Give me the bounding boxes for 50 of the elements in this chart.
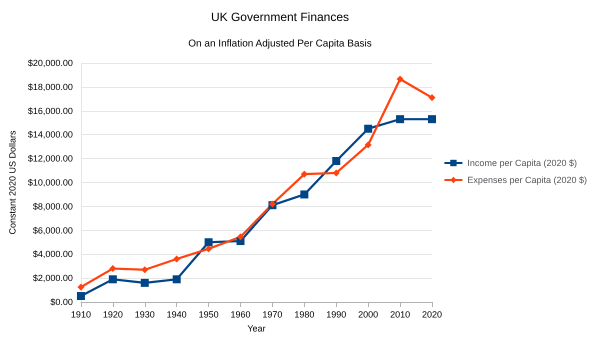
y-tick-label: $0.00: [50, 297, 73, 307]
y-tick-label: $4,000.00: [32, 249, 73, 260]
point: [205, 245, 212, 252]
point: [109, 265, 116, 272]
point: [396, 76, 404, 83]
point: [396, 115, 404, 124]
y-tick-label: $18,000.00: [28, 82, 73, 92]
y-axis-title: Constant 2020 US Dollars: [8, 130, 18, 235]
x-tick-label: 1920: [102, 310, 123, 320]
y-tick-label: $6,000.00: [32, 225, 73, 236]
point: [204, 238, 213, 246]
point: [76, 292, 85, 300]
y-tick-label: $2,000.00: [32, 273, 73, 284]
legend-label: Expenses per Capita (2020 $): [467, 175, 588, 185]
x-axis-title: Year: [247, 324, 266, 334]
y-tick-label: $20,000.00: [28, 58, 73, 68]
y-tick-label: $16,000.00: [28, 106, 73, 116]
point: [140, 278, 149, 287]
x-tick-label: 1960: [230, 310, 251, 320]
point: [364, 124, 372, 133]
y-tick-label: $8,000.00: [32, 201, 73, 212]
x-tick-label: 1910: [70, 310, 91, 320]
chart-title: UK Government Finances: [210, 10, 350, 24]
point: [364, 141, 372, 148]
point: [77, 284, 84, 291]
y-tick-label: $14,000.00: [28, 130, 73, 140]
point: [428, 94, 436, 102]
x-tick-label: 1940: [166, 310, 187, 320]
x-tick-label: 1990: [326, 310, 346, 320]
point: [172, 275, 181, 284]
point: [141, 266, 148, 274]
point: [300, 170, 308, 178]
point: [300, 190, 308, 198]
x-tick-label: 1930: [134, 310, 155, 320]
point: [332, 169, 340, 176]
point: [428, 115, 436, 124]
point: [237, 233, 244, 240]
x-tick-label: 2000: [358, 310, 378, 320]
y-tick-label: $10,000.00: [28, 178, 73, 188]
x-tick-label: 1970: [262, 310, 282, 320]
chart-subtitle: On an Inflation Adjusted Per Capita Basis: [188, 38, 372, 50]
point: [173, 255, 180, 262]
point: [332, 156, 340, 165]
y-tick-label: $12,000.00: [28, 154, 73, 164]
x-tick-label: 2020: [422, 310, 442, 320]
x-tick-label: 2010: [390, 310, 410, 320]
x-tick-label: 1950: [198, 310, 219, 320]
x-tick-label: 1980: [294, 310, 314, 320]
point: [108, 275, 117, 284]
legend-label: Income per Capita (2020 $): [467, 158, 577, 168]
